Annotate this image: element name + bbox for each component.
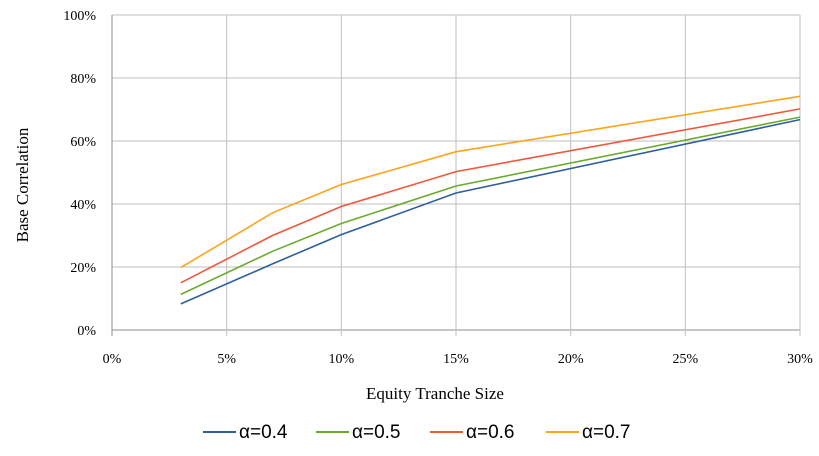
legend-label: α=0.6 xyxy=(466,422,515,443)
y-tick-label: 100% xyxy=(63,9,96,24)
y-tick-label: 80% xyxy=(70,72,96,87)
series-lines xyxy=(180,95,801,305)
series-line-3 xyxy=(180,108,801,284)
legend: α=0.4 α=0.5 α=0.6 α=0.7 xyxy=(203,422,631,443)
y-tick-label: 0% xyxy=(77,324,96,339)
series-line-4 xyxy=(180,95,801,269)
x-tick-label: 30% xyxy=(787,352,813,367)
x-tick-label: 15% xyxy=(443,352,469,367)
series-line-2 xyxy=(180,116,801,296)
legend-label: α=0.4 xyxy=(239,422,288,443)
x-axis-ticks: 0% 5% 10% 15% 20% 25% 30% xyxy=(103,352,814,367)
y-axis-ticks: 0% 20% 40% 60% 80% 100% xyxy=(63,9,96,339)
x-axis-title: Equity Tranche Size xyxy=(366,384,504,403)
series-line-1 xyxy=(180,118,801,305)
y-tick-label: 40% xyxy=(70,198,96,213)
x-tick-label: 0% xyxy=(103,352,122,367)
y-axis-title: Base Correlation xyxy=(13,127,32,242)
legend-label: α=0.7 xyxy=(582,422,631,443)
x-tick-label: 25% xyxy=(672,352,698,367)
grid xyxy=(111,14,801,336)
x-tick-label: 10% xyxy=(328,352,354,367)
x-tick-label: 20% xyxy=(558,352,584,367)
x-tick-label: 5% xyxy=(217,352,236,367)
y-tick-label: 20% xyxy=(70,261,96,276)
y-tick-label: 60% xyxy=(70,135,96,150)
legend-label: α=0.5 xyxy=(352,422,401,443)
